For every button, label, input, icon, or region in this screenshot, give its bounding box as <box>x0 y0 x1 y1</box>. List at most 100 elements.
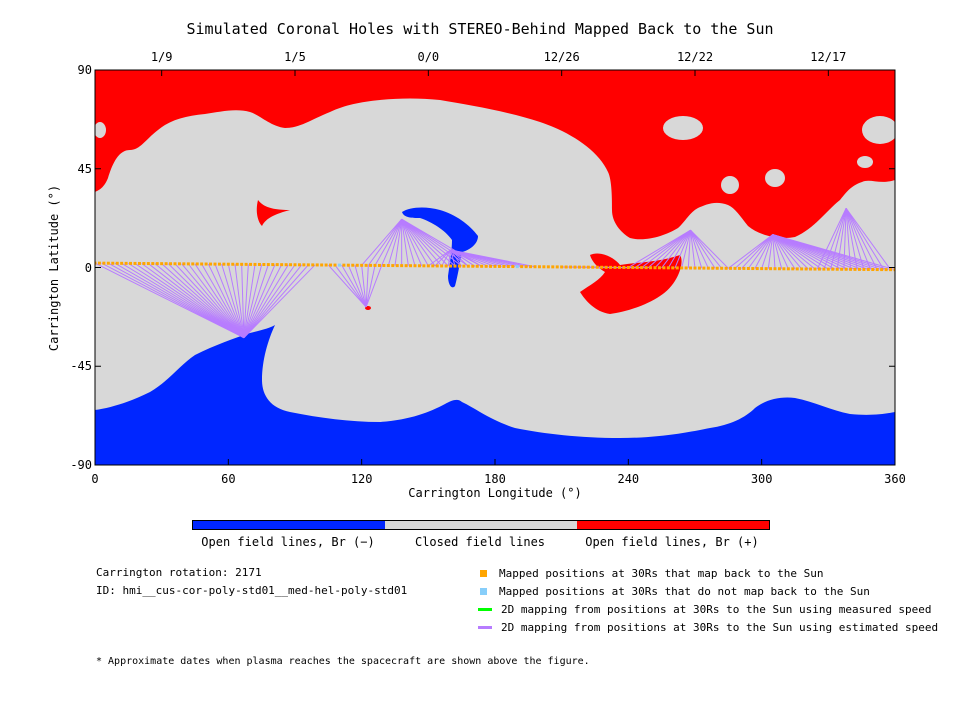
mapping-line <box>201 263 245 338</box>
legend-item-measured: 2D mapping from positions at 30Rs to the… <box>478 602 931 616</box>
mapped-position-point <box>742 266 746 270</box>
mapping-line <box>728 234 774 269</box>
mapping-line <box>734 234 774 269</box>
mapped-position-point <box>346 263 350 267</box>
mapped-position-point <box>186 262 190 266</box>
mapping-line <box>387 219 403 266</box>
mapped-position-point <box>573 265 577 269</box>
positive-coronal-hole-north <box>95 70 895 240</box>
mapped-position-point <box>760 267 764 271</box>
mapping-line <box>243 264 276 338</box>
carrington-rotation-text: Carrington rotation: 2171 <box>96 566 262 579</box>
mapping-line <box>654 229 691 269</box>
mapped-position-point <box>853 267 857 271</box>
mapped-position-point <box>266 263 270 267</box>
mapped-position-point <box>533 265 537 269</box>
mapping-line <box>401 218 482 267</box>
mapped-position-point <box>146 262 150 266</box>
mapping-line <box>772 234 789 270</box>
mapped-position-point <box>600 265 604 269</box>
mapped-position-point <box>715 266 719 270</box>
mapping-line <box>845 207 885 270</box>
mapping-line <box>450 249 469 267</box>
x-tick-label: 0 <box>91 472 99 486</box>
mapped-position-point <box>866 267 870 271</box>
mapping-line <box>243 264 296 339</box>
mapped-position-point <box>253 262 257 266</box>
mapping-line <box>845 208 858 270</box>
mapped-position-point <box>249 262 253 266</box>
mapping-line <box>441 249 451 267</box>
mapping-line <box>243 264 269 338</box>
mapped-position-point <box>893 268 895 272</box>
mapped-position-point <box>622 265 626 269</box>
mapping-line <box>836 208 847 270</box>
mapped-position-point <box>129 261 133 265</box>
mapping-line <box>845 208 872 270</box>
mapped-position-point <box>182 262 186 266</box>
mapping-line <box>334 264 367 308</box>
top-tick-label: 12/22 <box>676 50 714 64</box>
y-tick-label: 90 <box>77 63 92 77</box>
mapped-position-point <box>831 267 835 271</box>
green-line-icon <box>478 607 492 611</box>
mapped-position-point <box>360 263 364 267</box>
unmapped-position-point <box>515 265 519 269</box>
mapped-position-point <box>195 262 199 266</box>
purple-line-icon <box>478 625 492 629</box>
colorbar-label-positive: Open field lines, Br (+) <box>585 535 759 549</box>
mapped-position-point <box>769 267 773 271</box>
mapped-position-point <box>471 264 475 268</box>
mapped-position-point <box>280 263 284 267</box>
mapped-position-point <box>95 261 97 265</box>
mapping-line <box>401 218 436 267</box>
mapped-position-point <box>875 268 879 272</box>
mapped-position-point <box>591 265 595 269</box>
legend-label: 2D mapping from positions at 30Rs to the… <box>501 602 932 616</box>
mapped-position-point <box>155 262 159 266</box>
mapped-position-point <box>653 266 657 270</box>
mapped-position-point <box>115 261 119 265</box>
mapping-line <box>450 249 456 267</box>
mapped-position-point <box>262 263 266 267</box>
mapped-position-point <box>586 265 590 269</box>
mapped-position-point <box>449 264 453 268</box>
legend-label: Mapped positions at 30Rs that do not map… <box>499 584 870 598</box>
mapping-line <box>365 265 376 308</box>
colorbar-label-closed: Closed field lines <box>414 535 546 549</box>
mapping-line <box>687 230 692 269</box>
mapped-position-point <box>657 266 661 270</box>
mapped-position-point <box>111 261 115 265</box>
mapped-position-point <box>617 265 621 269</box>
mapping-line <box>690 229 723 269</box>
model-id-text: ID: hmi__cus-cor-poly-std01__med-hel-pol… <box>96 584 408 597</box>
mapped-position-point <box>737 266 741 270</box>
mapped-position-point <box>222 262 226 266</box>
mapping-line <box>681 230 692 269</box>
mapped-position-point <box>560 265 564 269</box>
mapping-line <box>243 264 289 338</box>
mapped-position-point <box>466 264 470 268</box>
chart-title: Simulated Coronal Holes with STEREO-Behi… <box>186 20 774 38</box>
mapping-line <box>450 249 463 267</box>
mapped-position-point <box>204 262 208 266</box>
mapped-position-point <box>800 267 804 271</box>
mapped-position-point <box>435 264 439 268</box>
mapped-position-point <box>542 265 546 269</box>
mapped-position-point <box>773 267 777 271</box>
mapping-line <box>667 229 691 269</box>
mapped-position-point <box>840 267 844 271</box>
mapping-line <box>141 263 245 339</box>
mapped-position-point <box>849 267 853 271</box>
mapping-line <box>243 264 249 338</box>
mapping-line <box>243 264 283 338</box>
mapping-line <box>367 218 403 266</box>
mapped-position-point <box>564 265 568 269</box>
mapped-position-point <box>444 264 448 268</box>
mapping-line <box>234 264 245 338</box>
mapping-line <box>450 249 536 268</box>
mapping-line <box>243 264 303 339</box>
mapping-line <box>845 208 878 270</box>
mapped-position-point <box>666 266 670 270</box>
mapping-line <box>194 263 245 338</box>
